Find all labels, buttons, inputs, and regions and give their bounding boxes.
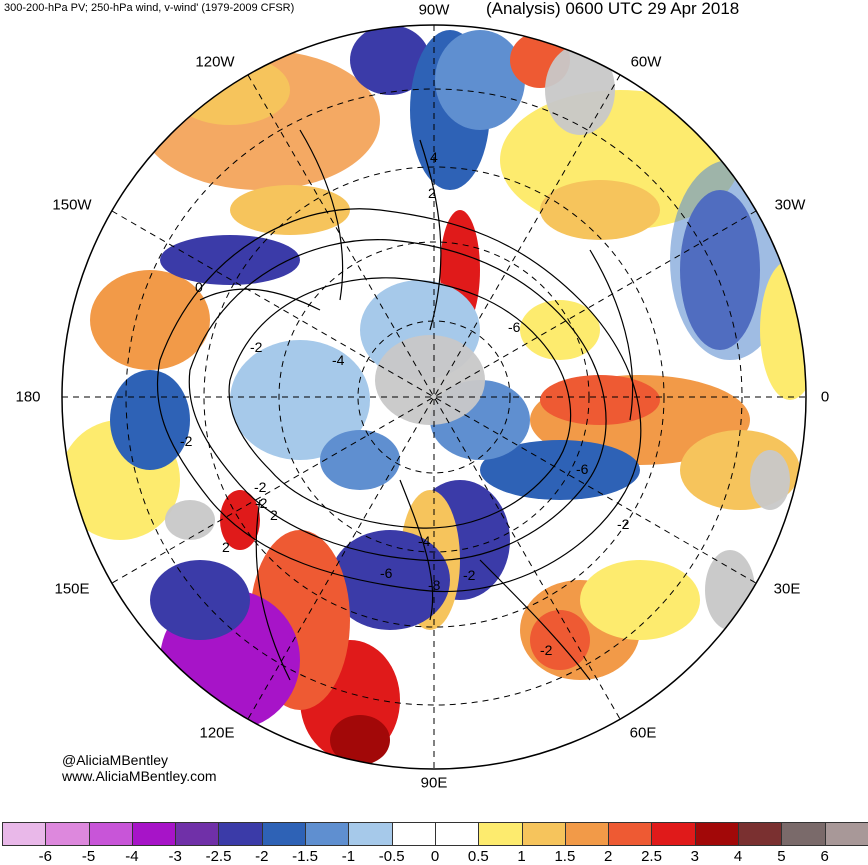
colorbar-tick-label: 3	[690, 848, 699, 865]
contour-label: -6	[380, 565, 393, 581]
contour-label: 2	[428, 185, 436, 201]
credit-website: www.AliciaMBentley.com	[62, 768, 217, 784]
colorbar-swatch	[45, 822, 90, 846]
colorbar-tick-label: 2	[604, 848, 613, 865]
lon-label-90w: 90W	[418, 1, 450, 19]
colorbar-tick-label: -5	[81, 848, 96, 865]
colorbar-swatch	[348, 822, 393, 846]
colorbar-swatch	[608, 822, 653, 846]
contour-label: -2	[255, 495, 268, 511]
lon-label-30e: 30E	[773, 580, 801, 598]
colorbar-tick-label: 1	[517, 848, 526, 865]
contour-label: 4	[430, 149, 438, 165]
land-gray	[165, 45, 790, 630]
colorbar-tick-label: 4	[733, 848, 743, 865]
lon-label-90e: 90E	[420, 774, 448, 792]
colorbar-tick-label: 1.5	[554, 848, 576, 865]
colorbar-swatch	[781, 822, 826, 846]
colorbar-tick-label: -1.5	[292, 848, 319, 865]
lon-label-180: 180	[15, 388, 41, 406]
contour-label: -2	[254, 479, 267, 495]
colorbar-swatch	[391, 822, 436, 846]
lon-label-120e: 120E	[199, 724, 235, 742]
pv-shading	[62, 25, 806, 765]
lat-lon-grid	[62, 25, 806, 769]
colorbar-tick-label: 6	[820, 848, 829, 865]
colorbar-tick-label: -0.5	[378, 848, 405, 865]
lon-label-60e: 60E	[629, 724, 657, 742]
contour-value-labels: 4 2 -6 -4 -2 -2 -2 -6 -2 -4 -8 -2 -2 2 -…	[180, 149, 630, 658]
chart-title-left: 300-200-hPa PV; 250-hPa wind, v-wind' (1…	[4, 2, 295, 14]
contour-label: -2	[250, 339, 263, 355]
chart-title-right: (Analysis) 0600 UTC 29 Apr 2018	[486, 0, 740, 18]
contour-label: -4	[332, 352, 345, 368]
colorbar-tick-label: 0	[430, 848, 440, 865]
lon-label-150w: 150W	[52, 196, 92, 214]
polar-map: 4 2 -6 -4 -2 -2 -2 -6 -2 -4 -8 -2 -2 2 -…	[61, 24, 807, 770]
colorbar-swatch	[261, 822, 307, 846]
contour-label: -4	[418, 533, 431, 549]
lon-label-60w: 60W	[630, 53, 662, 71]
colorbar-tick-label: 5	[777, 848, 786, 865]
colorbar-swatch	[521, 822, 566, 846]
colorbar-swatch	[131, 822, 177, 846]
contour-label: -2	[540, 642, 553, 658]
colorbar-swatch	[651, 822, 696, 846]
contour-lines	[156, 129, 642, 681]
contour-label: 0	[195, 279, 203, 295]
credit-handle: @AliciaMBentley	[62, 752, 169, 768]
colorbar-tick-label: 2.5	[641, 848, 662, 865]
colorbar-swatch	[2, 822, 47, 846]
lon-label-150e: 150E	[54, 580, 90, 598]
colorbar-swatch	[478, 822, 523, 846]
colorbar-swatch	[218, 822, 263, 846]
contour-label: -6	[508, 319, 521, 335]
colorbar-labels: -6 -5 -4 -3 -2.5 -2 -1.5 -1 -0.5 0 0.5 1 1.5 2 2.5 3 4 5 6	[2, 848, 868, 865]
lon-label-30w: 30W	[774, 196, 806, 214]
colorbar-swatch	[694, 822, 740, 846]
lon-label-0: 0	[820, 388, 830, 406]
colorbar-swatch	[738, 822, 783, 846]
colorbar-tick-label: -6	[38, 848, 52, 865]
map-border	[61, 24, 807, 770]
map-disc	[62, 25, 806, 769]
colorbar-tick-label: -1	[341, 848, 356, 865]
contour-label: -8	[428, 577, 441, 593]
contour-label: -2	[617, 516, 630, 532]
colorbar-swatch	[564, 822, 610, 846]
colorbar-swatch	[88, 822, 133, 846]
lon-label-120w: 120W	[195, 53, 235, 71]
contour-label: -6	[576, 461, 589, 477]
contour-label: -2	[180, 433, 193, 449]
colorbar-tick-label: -4	[125, 848, 139, 865]
colorbar-tick-label: 0.5	[467, 848, 489, 865]
colorbar-tick-label: -3	[168, 848, 182, 865]
contour-label: 2	[222, 539, 230, 555]
colorbar	[2, 822, 868, 846]
colorbar-swatch	[305, 822, 350, 846]
colorbar-swatch	[824, 822, 868, 846]
colorbar-swatch	[175, 822, 220, 846]
contour-label: -2	[463, 567, 476, 583]
colorbar-swatch	[434, 822, 480, 846]
colorbar-tick-label: -2	[255, 848, 269, 865]
contour-label: 2	[270, 507, 278, 523]
colorbar-tick-label: -2.5	[205, 848, 232, 865]
